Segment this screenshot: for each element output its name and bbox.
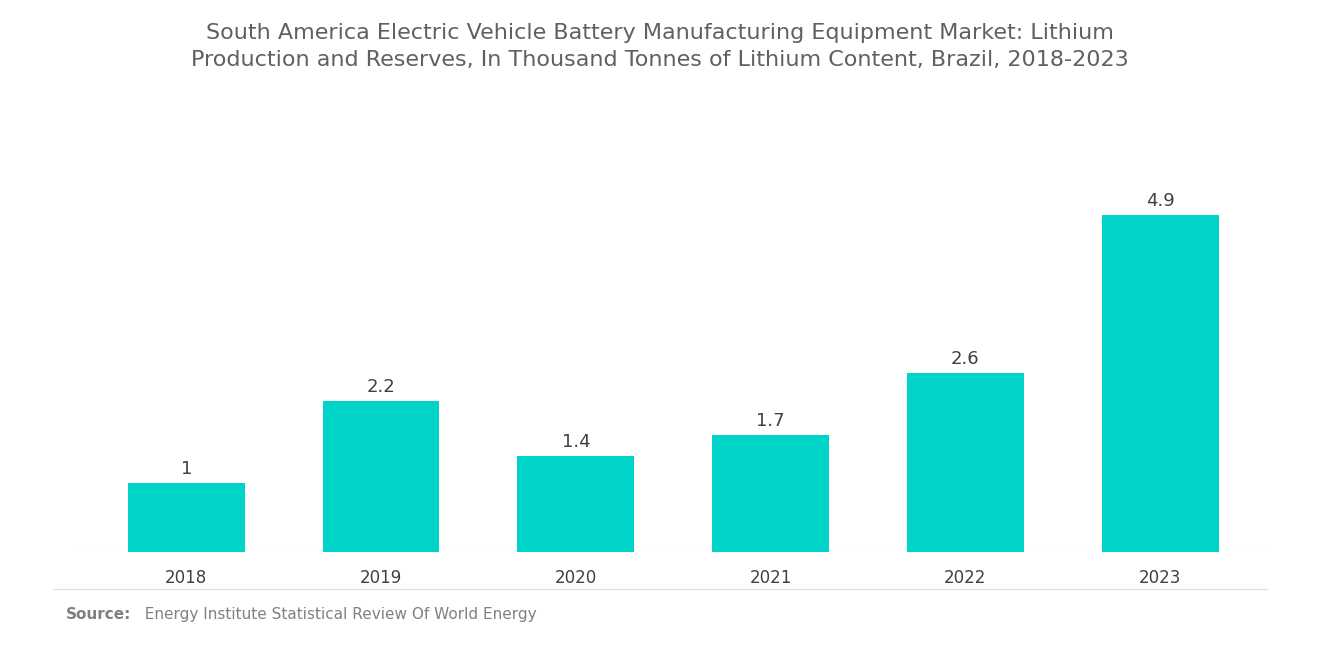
Bar xyxy=(907,373,1024,552)
Text: 4.9: 4.9 xyxy=(1146,192,1175,210)
Bar xyxy=(322,400,440,552)
Text: Energy Institute Statistical Review Of World Energy: Energy Institute Statistical Review Of W… xyxy=(135,606,536,622)
Text: 1: 1 xyxy=(181,460,191,478)
Bar xyxy=(713,435,829,552)
Text: 2.2: 2.2 xyxy=(367,378,396,396)
Text: 2.6: 2.6 xyxy=(950,350,979,368)
Bar xyxy=(517,456,634,552)
Text: 1.4: 1.4 xyxy=(561,433,590,451)
Text: South America Electric Vehicle Battery Manufacturing Equipment Market: Lithium
P: South America Electric Vehicle Battery M… xyxy=(191,23,1129,70)
Text: Source:: Source: xyxy=(66,606,132,622)
Bar xyxy=(128,483,244,552)
Text: 1.7: 1.7 xyxy=(756,412,785,430)
Bar xyxy=(1102,215,1218,552)
